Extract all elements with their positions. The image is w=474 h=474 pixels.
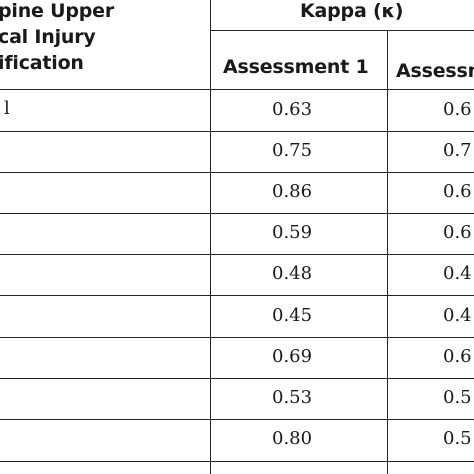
row-2-assessment-1: 0.75	[272, 140, 313, 161]
row-5-assessment-2: 0.4	[443, 263, 472, 284]
row-line-6	[0, 337, 474, 338]
row-8-assessment-1: 0.53	[272, 387, 313, 408]
row-1-assessment-2: 0.6	[443, 99, 472, 120]
kappa-group-header: Kappa (κ)	[300, 0, 404, 22]
row-line-8	[0, 419, 474, 420]
row-2-assessment-2: 0.7	[443, 140, 472, 161]
row-line-1	[0, 131, 474, 132]
row-5-assessment-1: 0.48	[272, 263, 313, 284]
first-col-header-line-3: ification	[0, 52, 84, 74]
row-4-assessment-2: 0.6	[443, 222, 472, 243]
row-line-9	[0, 461, 474, 462]
col-divider-1	[210, 0, 212, 474]
first-col-header-line-2: cal Injury	[0, 26, 96, 48]
row-4-assessment-1: 0.59	[272, 222, 313, 243]
header-bottom-line	[0, 89, 474, 90]
row-1-assessment-1: 0.63	[272, 99, 313, 120]
row-7-assessment-2: 0.6	[443, 346, 472, 367]
row-7-assessment-1: 0.69	[272, 346, 313, 367]
row-line-4	[0, 254, 474, 255]
first-col-header-line-1: pine Upper	[0, 0, 115, 22]
row-line-7	[0, 378, 474, 379]
row-6-assessment-1: 0.45	[272, 305, 313, 326]
header-subline	[210, 30, 474, 31]
assessment-2-header: Assessm	[396, 60, 474, 82]
row-3-assessment-2: 0.6	[443, 181, 472, 202]
row-line-3	[0, 213, 474, 214]
row-3-assessment-1: 0.86	[272, 181, 313, 202]
row-line-5	[0, 295, 474, 296]
assessment-1-header: Assessment 1	[223, 56, 369, 78]
row-9-assessment-2: 0.5	[443, 428, 472, 449]
col-divider-2	[387, 30, 389, 474]
row-8-assessment-2: 0.5	[443, 387, 472, 408]
row-1-label: l	[4, 98, 10, 119]
row-9-assessment-1: 0.80	[272, 428, 313, 449]
row-line-2	[0, 172, 474, 173]
row-6-assessment-2: 0.4	[443, 305, 472, 326]
